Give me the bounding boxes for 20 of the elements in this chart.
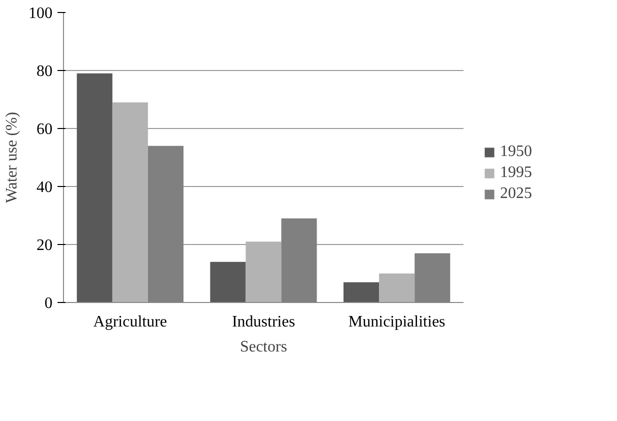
legend-label: 2025 xyxy=(500,185,532,203)
bar xyxy=(76,73,112,302)
x-tick-label: Industries xyxy=(232,314,296,330)
y-tick-label: 80 xyxy=(36,63,52,80)
legend-label: 1950 xyxy=(500,143,532,161)
legend-label: 1995 xyxy=(500,164,532,182)
x-tick-label: Agriculture xyxy=(93,314,168,330)
y-tick-label: 60 xyxy=(36,121,52,138)
bar xyxy=(379,274,415,302)
x-tick-label: Municipialities xyxy=(348,314,446,330)
y-axis-title: Water use (%) xyxy=(4,112,20,204)
bar xyxy=(112,102,148,302)
y-tick-label: 20 xyxy=(36,237,52,254)
y-tick-label: 100 xyxy=(28,5,52,22)
bar xyxy=(344,282,380,302)
bar xyxy=(210,262,246,302)
y-tick-label: 40 xyxy=(36,179,52,196)
x-axis-title: Sectors xyxy=(240,338,288,356)
y-tick-label: 0 xyxy=(44,295,52,312)
bar xyxy=(246,242,282,302)
